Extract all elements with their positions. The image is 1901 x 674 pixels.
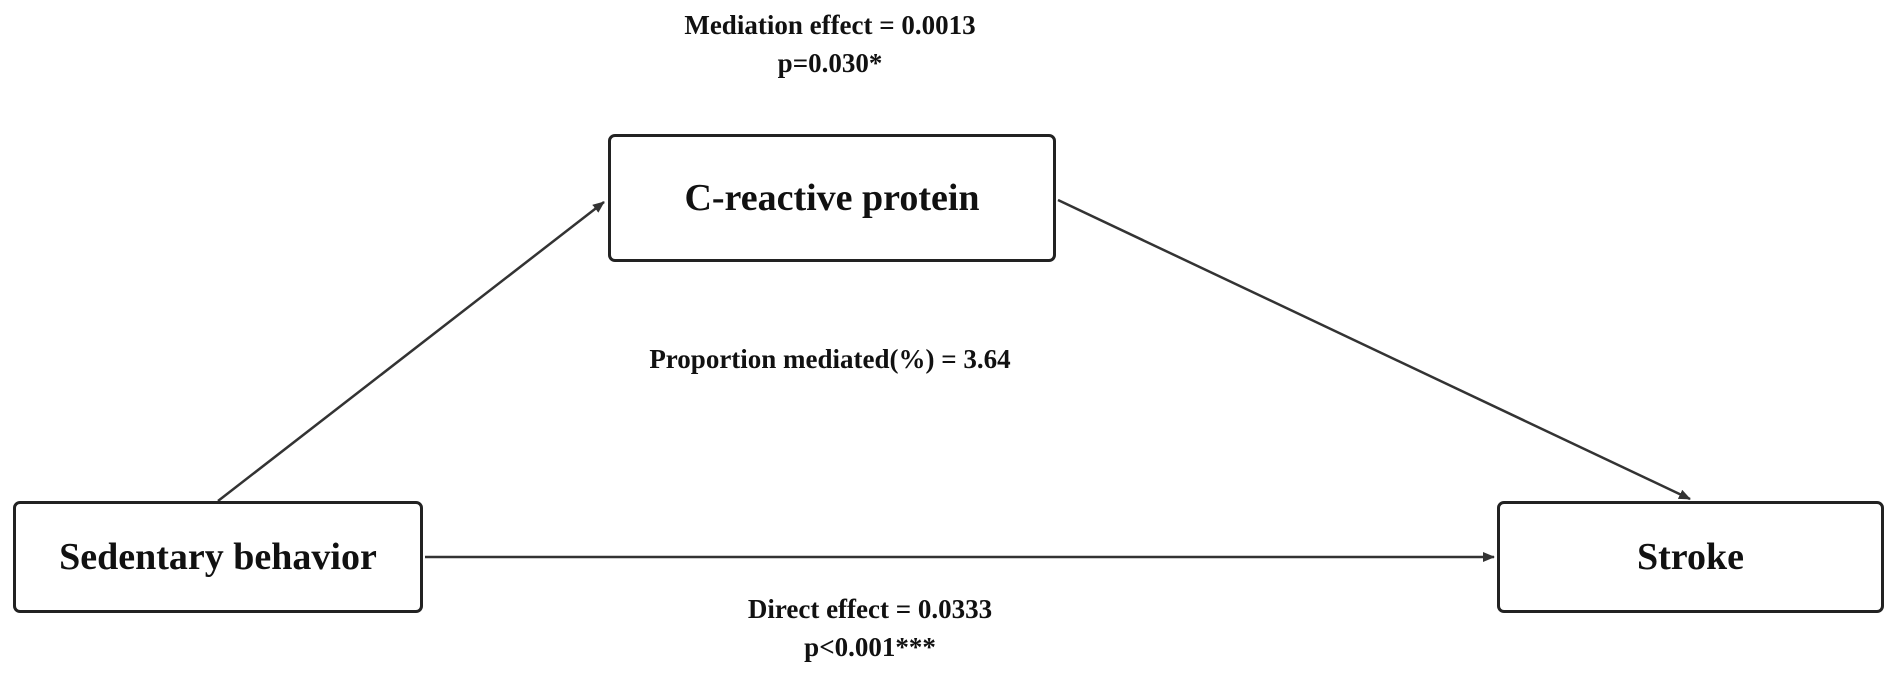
mediation-effect-text: Mediation effect = 0.0013 [684,10,976,40]
proportion-mediated-annotation: Proportion mediated(%) = 3.64 [560,340,1100,378]
outcome-node: Stroke [1497,501,1884,613]
mediation-effect-annotation: Mediation effect = 0.0013 p=0.030* [560,6,1100,82]
proportion-mediated-text: Proportion mediated(%) = 3.64 [649,344,1011,374]
direct-effect-text: Direct effect = 0.0333 [747,594,993,624]
arrow-exposure-to-mediator [217,201,605,502]
direct-p-value: p<0.001*** [804,632,936,662]
exposure-label: Sedentary behavior [59,536,377,578]
mediator-node: C-reactive protein [608,134,1056,262]
mediator-label: C-reactive protein [684,177,980,219]
outcome-label: Stroke [1637,536,1744,578]
direct-effect-annotation: Direct effect = 0.0333 p<0.001*** [600,590,1140,666]
arrow-mediator-to-outcome [1057,198,1691,501]
mediation-p-value: p=0.030* [777,48,883,78]
exposure-node: Sedentary behavior [13,501,423,613]
